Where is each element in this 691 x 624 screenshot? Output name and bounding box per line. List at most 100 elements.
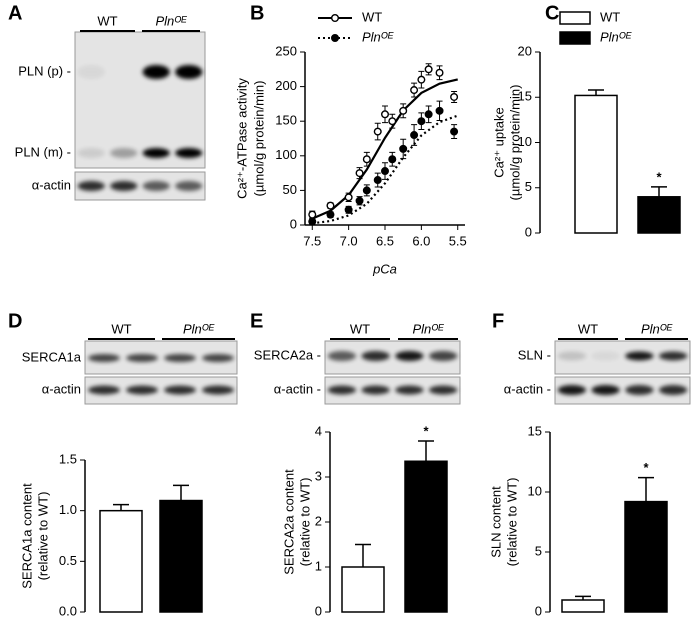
lane-group-label: WT <box>578 321 598 336</box>
panel-label: F <box>492 310 504 332</box>
blot-band <box>395 351 424 361</box>
blot-band <box>77 148 105 158</box>
y-tick-label: 50 <box>283 182 297 197</box>
y-axis-label: Ca²⁺ uptake <box>491 107 506 177</box>
data-point <box>308 210 317 219</box>
legend-label: Plnᴼᴱ <box>362 29 394 44</box>
legend-swatch <box>559 31 591 45</box>
significance-marker: * <box>656 169 662 184</box>
blot-band <box>77 181 105 191</box>
blot-band <box>110 148 138 158</box>
blot-band <box>658 385 688 395</box>
blot-band <box>428 385 458 395</box>
y-tick-label: 5 <box>535 543 542 558</box>
y-tick-label: 0 <box>290 216 297 231</box>
fit-curve <box>311 78 458 220</box>
blot-band <box>202 354 234 362</box>
bar <box>574 94 618 234</box>
panel-label: B <box>250 2 264 24</box>
data-point <box>344 193 353 202</box>
blot-band <box>110 181 138 191</box>
data-point <box>424 65 433 74</box>
blot-band <box>361 351 390 361</box>
blot-row-label: α-actin <box>42 381 81 396</box>
y-axis-label: (relative to WT) <box>35 492 50 581</box>
y-tick-label: 100 <box>275 147 297 162</box>
data-point <box>326 210 335 219</box>
blot-row-label: PLN (p) - <box>18 63 71 78</box>
blot-band <box>175 148 203 158</box>
y-tick-label: 20 <box>518 43 532 58</box>
bar <box>404 460 448 613</box>
legend-label: WT <box>600 9 620 24</box>
y-axis-label: SERCA2a content <box>281 469 296 575</box>
panel-label: E <box>250 310 263 332</box>
data-point <box>308 217 317 226</box>
data-point <box>435 106 444 115</box>
blot-row-label: α-actin <box>32 177 71 192</box>
y-tick-label: 1 <box>315 558 322 573</box>
data-point <box>381 167 390 176</box>
blot-band <box>625 351 654 361</box>
blot-row-label: SERCA2a - <box>254 347 321 362</box>
data-point <box>362 155 371 164</box>
data-point <box>355 196 364 205</box>
y-tick-label: 4 <box>315 423 322 438</box>
y-axis-label: SLN content <box>488 486 503 558</box>
blot-row-label: SLN - <box>518 347 551 362</box>
blot-band <box>175 181 203 191</box>
blot-band <box>557 385 587 395</box>
blot-band <box>428 351 458 361</box>
y-tick-label: 0 <box>535 603 542 618</box>
y-tick-label: 0.5 <box>59 553 77 568</box>
lane-group-label: Plnᴼᴱ <box>183 321 215 336</box>
y-tick-label: 3 <box>315 468 322 483</box>
data-point <box>373 127 382 136</box>
x-tick-label: 7.0 <box>340 233 358 248</box>
blot-band <box>88 385 120 395</box>
fit-curve <box>312 114 459 225</box>
x-axis-label: pCa <box>372 261 397 276</box>
blot-band <box>164 385 196 395</box>
blot-band <box>625 385 654 395</box>
y-axis-label: (relative to WT) <box>504 478 519 567</box>
bar <box>159 499 203 613</box>
blot-band <box>202 385 234 395</box>
data-point <box>424 110 433 119</box>
blot-band <box>361 385 390 395</box>
data-point <box>355 169 364 178</box>
bar <box>341 566 385 613</box>
x-tick-label: 7.5 <box>303 233 321 248</box>
legend-marker <box>331 13 340 22</box>
legend-label: WT <box>362 9 382 24</box>
y-tick-label: 15 <box>528 423 542 438</box>
blot-band <box>557 351 587 361</box>
blot-image <box>74 31 206 169</box>
legend-marker <box>331 34 340 43</box>
blot-band <box>658 351 688 361</box>
lane-group-label: WT <box>111 321 131 336</box>
significance-marker: * <box>643 460 649 475</box>
blot-band <box>126 354 158 362</box>
y-axis-label: (µmol/g protein/min) <box>251 81 266 197</box>
blot-band <box>175 65 203 79</box>
data-point <box>417 117 426 126</box>
y-tick-label: 15 <box>518 89 532 104</box>
bar <box>561 599 605 613</box>
data-point <box>410 131 419 140</box>
y-axis-label: Ca²⁺-ATPase activity <box>234 78 249 199</box>
bar <box>99 509 143 613</box>
data-point <box>399 144 408 153</box>
y-tick-label: 5 <box>525 179 532 194</box>
blot-band <box>591 351 620 361</box>
blot-band <box>142 65 170 79</box>
blot-band <box>88 354 120 362</box>
panel-label: D <box>8 310 22 332</box>
data-point <box>410 86 419 95</box>
bar <box>637 196 681 234</box>
legend-label: Plnᴼᴱ <box>600 29 632 44</box>
lane-group-label: Plnᴼᴱ <box>155 13 187 28</box>
y-tick-label: 250 <box>275 43 297 58</box>
blot-band <box>164 354 196 362</box>
